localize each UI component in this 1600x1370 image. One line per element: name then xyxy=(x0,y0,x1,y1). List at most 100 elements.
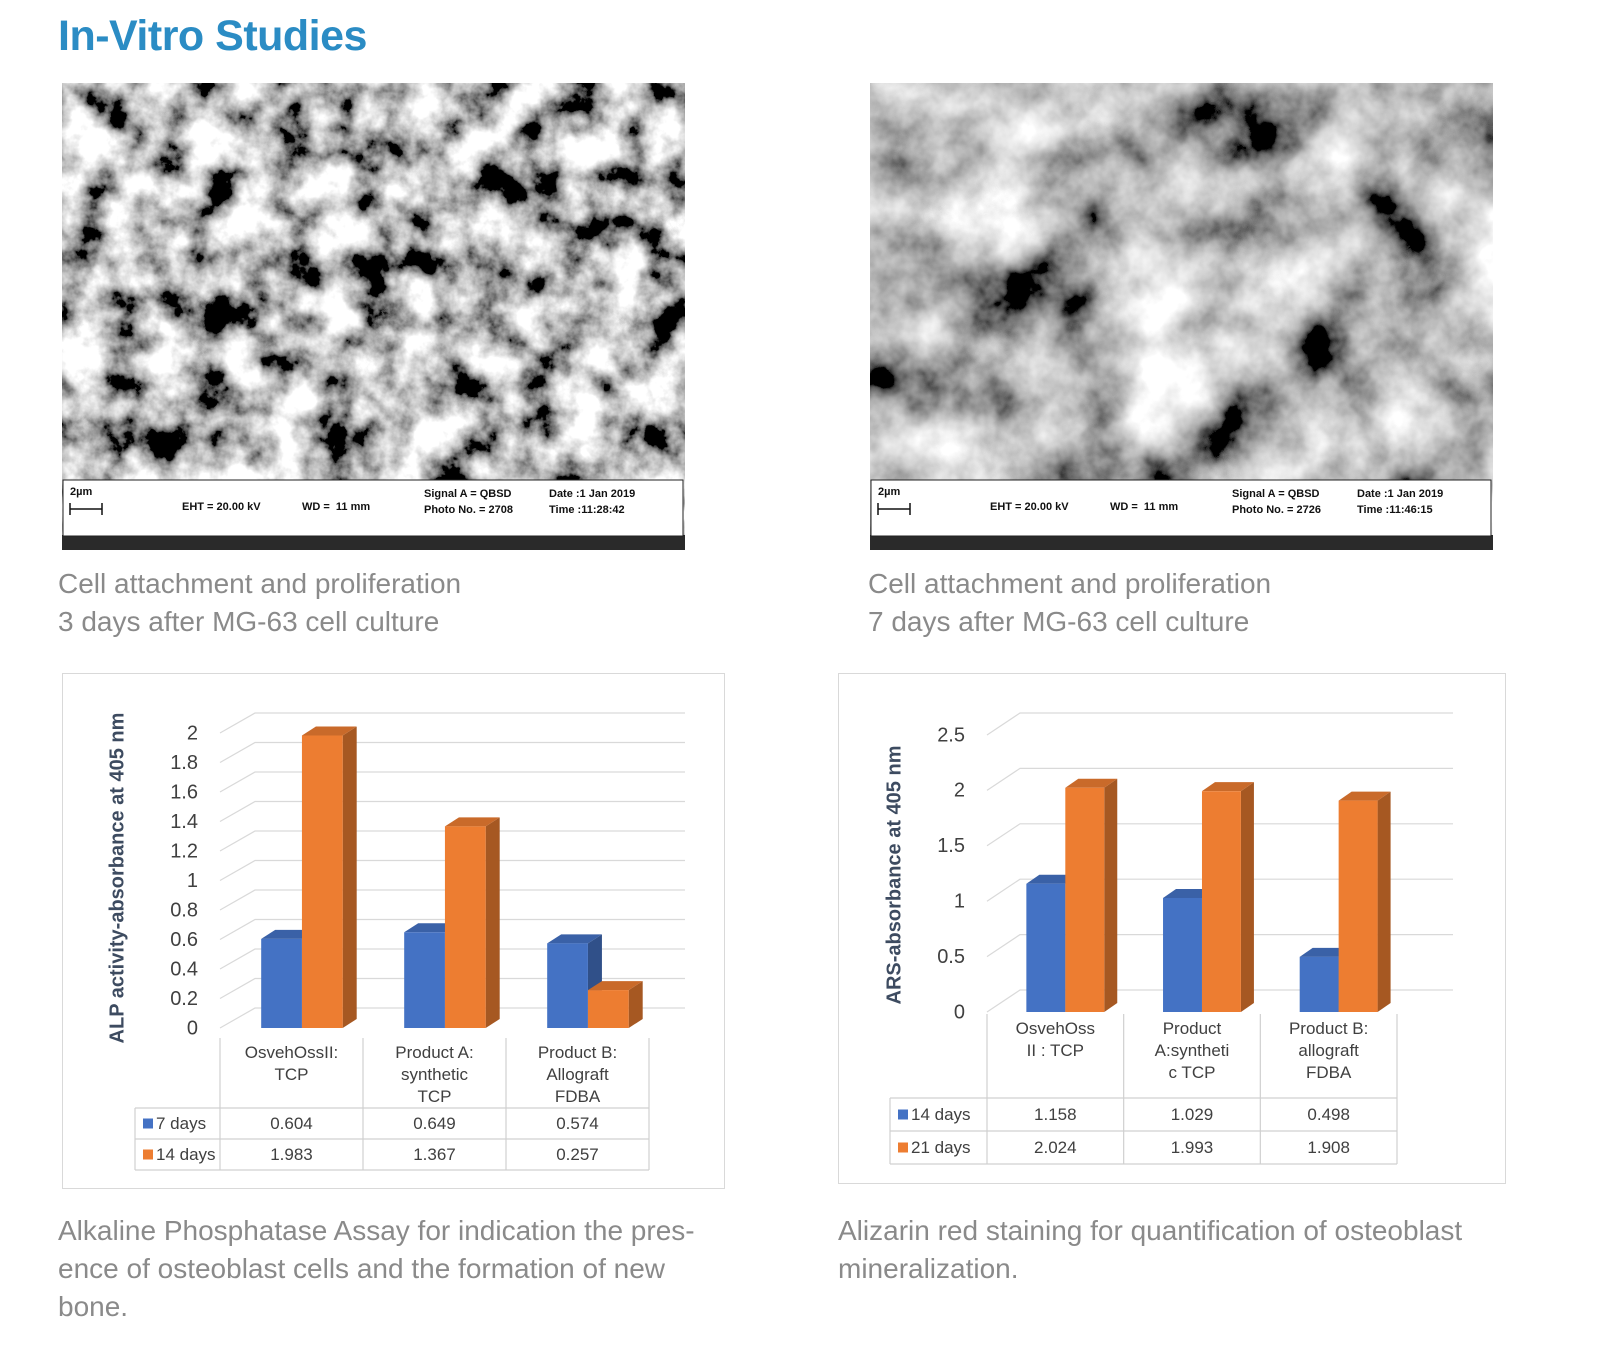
y-tick-label: 2 xyxy=(954,780,965,802)
table-value: 1.367 xyxy=(413,1145,456,1164)
y-tick-label: 0 xyxy=(187,1017,198,1039)
bar xyxy=(404,932,445,1028)
bar xyxy=(1026,883,1066,1012)
bar-top xyxy=(1338,791,1391,801)
x-tick-label: Product B: allograft FDBA xyxy=(1288,1019,1369,1082)
table-value: 0.574 xyxy=(556,1114,599,1133)
info-signal: Signal A = QBSD xyxy=(1232,488,1320,500)
table-value: 0.604 xyxy=(270,1114,313,1133)
y-tick-label: 0.6 xyxy=(170,929,198,951)
category-cell: Product B: allograft FDBA xyxy=(1288,1019,1369,1082)
x-tick-label: OsvehOssII: TCP xyxy=(244,1043,339,1084)
y-axis-label: ALP activity-absorbance at 405 nm xyxy=(106,713,128,1044)
caption-line: 7 days after MG-63 cell culture xyxy=(868,606,1250,637)
bar-side xyxy=(1240,782,1254,1012)
table-value: 1.158 xyxy=(1034,1105,1077,1124)
category-cell: Product B: Allograft FDBA xyxy=(537,1043,618,1106)
bar-top xyxy=(547,934,602,944)
x-tick-label: Product A:syntheti c TCP xyxy=(1154,1019,1230,1082)
bar-side xyxy=(485,817,500,1028)
chart-frame xyxy=(62,673,725,1189)
y-tick-label: 1.8 xyxy=(170,752,198,774)
bar xyxy=(1065,787,1105,1012)
bar xyxy=(587,990,629,1028)
grid-line xyxy=(219,977,685,1000)
bar xyxy=(1163,897,1202,1012)
grid-line xyxy=(219,830,685,852)
bar xyxy=(444,826,486,1028)
legend-swatch xyxy=(898,1142,908,1153)
y-tick-label: 1 xyxy=(187,870,198,892)
image-caption: Cell attachment and proliferation 7 days … xyxy=(868,565,1271,641)
grid-line xyxy=(219,800,685,823)
caption-line: 3 days after MG-63 cell culture xyxy=(58,606,440,637)
y-tick-label: 2 xyxy=(187,722,198,744)
grid-line xyxy=(219,889,685,911)
bar-side xyxy=(1104,778,1118,1012)
info-wd: WD = 11 mm xyxy=(302,501,370,513)
grid-line xyxy=(219,712,685,734)
table-value: 0.498 xyxy=(1307,1105,1350,1124)
category-cell: Product A: synthetic TCP xyxy=(395,1043,474,1106)
bar-top xyxy=(587,981,643,991)
info-strip xyxy=(870,535,1493,550)
info-time: Time :11:28:42 xyxy=(549,504,625,516)
caption-line: Alkaline Phosphatase Assay for indicatio… xyxy=(58,1215,695,1246)
info-bar xyxy=(870,479,1492,537)
image-caption: Cell attachment and proliferation 3 days … xyxy=(58,565,461,641)
y-tick-label: 1.4 xyxy=(170,811,198,833)
bar-side xyxy=(1377,791,1391,1012)
caption-line: bone. xyxy=(58,1291,129,1322)
legend-label: 7 days xyxy=(156,1114,206,1133)
caption-line: Cell attachment and proliferation xyxy=(868,568,1272,599)
table-value: 1.908 xyxy=(1307,1138,1350,1157)
info-wd: WD = 11 mm xyxy=(1110,501,1178,513)
y-tick-label: 0.8 xyxy=(170,899,198,921)
table-value: 1.983 xyxy=(270,1145,313,1164)
sem-image: 2µm EHT = 20.00 kV WD = 11 mm Signal A = QB… xyxy=(870,83,1493,550)
info-eht: EHT = 20.00 kV xyxy=(182,501,261,513)
x-tick-label: Product A: synthetic TCP xyxy=(395,1043,474,1106)
bar xyxy=(1201,791,1241,1012)
bar-side xyxy=(342,726,357,1028)
legend-swatch xyxy=(898,1109,908,1120)
y-tick-label: 0.2 xyxy=(170,988,198,1010)
legend-label: 21 days xyxy=(911,1138,971,1157)
table-value: 0.257 xyxy=(556,1145,599,1164)
table-value: 1.993 xyxy=(1171,1138,1214,1157)
info-date: Date :1 Jan 2019 xyxy=(549,488,635,500)
y-tick-label: 0.4 xyxy=(170,958,198,980)
legend-label: 14 days xyxy=(156,1145,216,1164)
bar xyxy=(1338,800,1378,1012)
table-value: 1.029 xyxy=(1171,1105,1214,1124)
y-axis-label: ARS-absorbance at 405 nm xyxy=(883,746,905,1005)
caption-line: Alizarin red staining for quantification… xyxy=(838,1215,1463,1246)
info-photo: Photo No. = 2708 xyxy=(424,504,513,516)
sem-image: 2µm EHT = 20.00 kV WD = 11 mm Signal A = QB… xyxy=(62,83,685,550)
grid-line xyxy=(219,1007,685,1029)
info-time: Time :11:46:15 xyxy=(1357,504,1433,516)
chart: ARS-absorbance at 405 nm 0 0.5 1 1.5 2 2.5 Osve… xyxy=(838,673,1506,1184)
grid-line xyxy=(219,948,685,970)
bar xyxy=(301,735,343,1028)
grid-line xyxy=(219,741,685,764)
x-tick-label: Product B: Allograft FDBA xyxy=(537,1043,618,1106)
bar xyxy=(1299,956,1339,1012)
info-eht: EHT = 20.00 kV xyxy=(990,501,1069,513)
info-scale: 2µm xyxy=(70,486,92,498)
bar-top xyxy=(1065,778,1118,788)
sem-photo xyxy=(870,83,1493,550)
bar-top xyxy=(1201,782,1254,792)
page-title: In-Vitro Studies xyxy=(58,12,367,60)
y-tick-label: 1 xyxy=(954,890,965,912)
info-strip xyxy=(62,535,685,550)
sem-photo xyxy=(62,83,685,550)
chart-caption: Alkaline Phosphatase Assay for indicatio… xyxy=(58,1212,695,1326)
category-cell: OsvehOss II : TCP xyxy=(1016,1019,1095,1060)
category-cell: Product A:syntheti c TCP xyxy=(1154,1019,1230,1082)
grid-line xyxy=(219,859,685,882)
legend-label: 14 days xyxy=(911,1105,971,1124)
grid-line xyxy=(986,712,1453,736)
caption-line: mineralization. xyxy=(838,1253,1019,1284)
